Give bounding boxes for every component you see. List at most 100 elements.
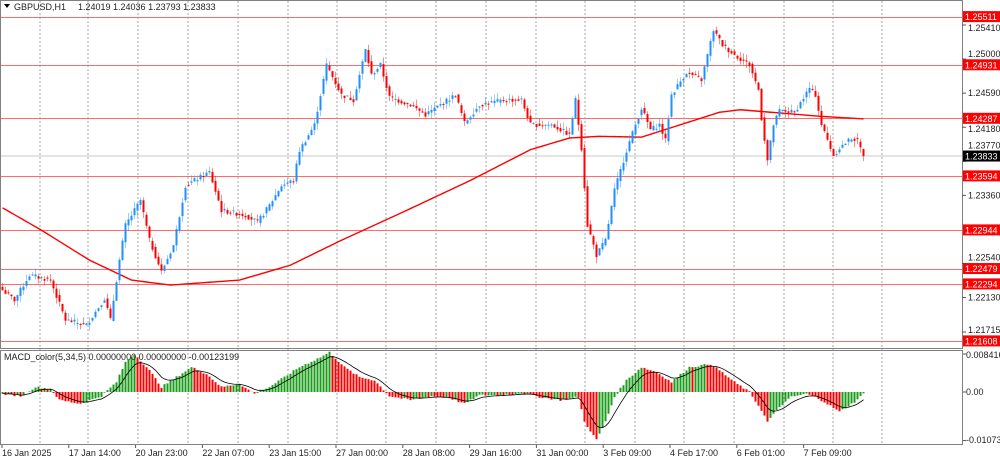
candle-body [811,88,814,90]
candle-body [418,108,421,111]
candle-body [79,324,82,326]
candle-body [124,223,127,243]
level-price-label: 1.24931 [965,60,998,70]
candle-body [37,276,40,279]
grid [1,1,962,444]
y-tick-label: 1.24590 [968,88,1000,98]
candle-body [670,94,673,117]
candle-body [706,54,709,67]
candle-body [817,95,820,111]
candle-body [802,98,805,102]
candle-body [622,162,625,171]
candle-body [43,279,46,281]
candle-body [694,74,697,76]
x-tick-label: 28 Jan 08:00 [403,448,455,458]
candle-body [631,131,634,143]
candle-body [436,105,439,108]
candle-body [628,141,631,152]
candle-body [31,274,34,276]
candle-body [685,74,688,78]
candle-body [343,95,346,99]
candle-body [103,300,106,303]
candle-body [781,109,784,111]
candle-body [73,319,76,322]
candle-body [850,139,853,142]
candle-body [637,118,640,124]
candle-body [376,68,379,72]
candle-body [469,117,472,120]
candle-body [181,202,184,217]
candle-body [412,105,415,107]
x-tick-label: 29 Jan 16:00 [470,448,522,458]
candle-body [358,74,361,89]
candle-body [754,72,757,82]
candle-body [91,317,94,321]
candle-body [742,59,745,61]
candle-body [112,300,115,322]
candle-body [496,99,499,102]
triangle-down-icon[interactable] [4,4,10,8]
candle-body [808,87,811,93]
candle-body [283,184,286,186]
candle-body [748,62,751,67]
candle-body [760,88,763,121]
candle-body [751,63,754,74]
candle-body [835,154,838,156]
candle-body [298,151,301,165]
y-tick-label: 1.24180 [968,124,1000,134]
candle-body [331,71,334,78]
candle-body [769,140,772,161]
candle-body [820,110,823,126]
candle-body [679,81,682,87]
macd-axis-min: -0.0107381 [966,435,1000,445]
level-price-tag [963,335,1000,347]
candle-body [520,98,523,100]
candle-body [784,110,787,112]
candle-body [262,215,265,218]
x-tick-label: 3 Feb 09:00 [603,448,651,458]
candle-body [109,308,112,318]
candle-body [220,201,223,213]
ohlc-values: 1.24019 1.24036 1.23793 1.23833 [78,2,216,12]
y-tick-label: 1.21715 [968,325,1000,335]
macd-pane [1,351,966,441]
candle-body [235,212,238,216]
candle-body [664,133,667,139]
candle-body [607,223,610,240]
candle-body [535,123,538,128]
candle-body [406,103,409,105]
candle-body [586,186,589,227]
candle-body [10,294,13,297]
candle-body [115,282,118,301]
candle-body [391,96,394,98]
y-tick-label: 1.22540 [968,252,1000,262]
candle-body [7,292,10,294]
x-tick-label: 16 Jan 2025 [2,448,52,458]
candle-body [364,49,367,62]
candle-body [88,322,91,325]
candle-body [64,312,67,321]
candle-body [13,297,16,302]
candle-body [619,169,622,182]
candle-body [703,66,706,80]
candle-body [499,99,502,103]
candle-body [424,112,427,117]
candle-body [277,191,280,197]
candle-body [523,99,526,109]
candle-body [415,105,418,109]
candle-body [673,92,676,95]
candle-body [34,274,37,277]
candle-body [307,135,310,140]
candle-body [226,209,229,214]
candle-body [442,104,445,106]
level-price-label: 1.24287 [965,114,998,124]
candle-body [661,123,664,134]
x-tick-label: 6 Feb 01:00 [737,448,785,458]
candle-body [202,176,205,178]
horizontal-levels[interactable] [1,17,962,342]
candle-body [787,111,790,113]
candle-body [451,95,454,99]
candle-body [304,142,307,146]
candle-body [268,204,271,211]
